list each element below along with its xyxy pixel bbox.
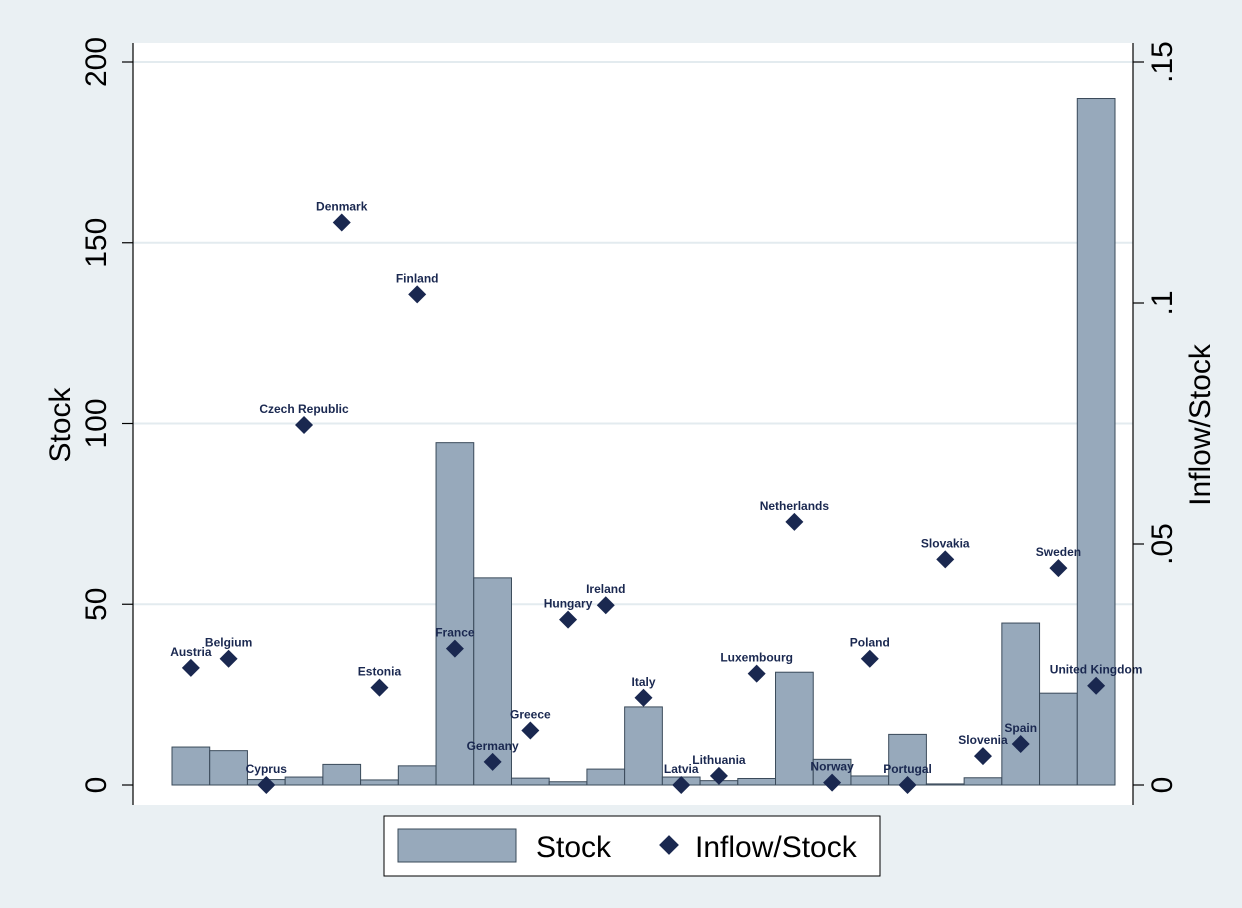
point-slovenia (973, 747, 992, 766)
point-estonia (370, 678, 389, 697)
bar-netherlands (775, 671, 814, 786)
legend-label-stock: Stock (536, 831, 612, 864)
point-poland (860, 649, 879, 668)
bar-spain (1001, 622, 1041, 786)
point-label-poland: Poland (850, 636, 890, 650)
bar-series (171, 98, 1116, 786)
bar-france (435, 442, 475, 786)
point-label-lithuania: Lithuania (692, 753, 746, 767)
left-axis-ticks: 0 50 100 150 200 (80, 37, 133, 793)
point-sweden (1049, 559, 1068, 578)
point-greece (521, 721, 540, 740)
point-italy (634, 688, 653, 707)
right-tick-label-2: .1 (1146, 290, 1179, 315)
gridlines (133, 61, 1133, 606)
bar-slovakia (925, 783, 965, 786)
bar-greece (510, 777, 550, 786)
point-label-estonia: Estonia (358, 665, 402, 679)
left-tick-label-100: 100 (80, 398, 113, 448)
point-label-cyprus: Cyprus (246, 762, 288, 776)
point-label-finland: Finland (396, 271, 439, 285)
point-luxembourg (747, 664, 766, 683)
bar-austria (171, 746, 211, 786)
point-label-ireland: Ireland (586, 582, 625, 596)
point-latvia (672, 776, 691, 794)
point-label-norway: Norway (810, 760, 854, 774)
point-label-netherlands: Netherlands (760, 499, 830, 513)
bar-czech-republic (284, 776, 324, 786)
left-tick-label-150: 150 (80, 218, 113, 268)
bar-denmark (322, 763, 362, 786)
point-label-greece: Greece (510, 708, 551, 722)
point-spain (1011, 735, 1030, 754)
point-label-slovenia: Slovenia (958, 733, 1008, 747)
right-tick-label-0: 0 (1146, 777, 1179, 794)
left-axis-title: Stock (44, 386, 77, 462)
legend-swatch-stock (397, 828, 517, 863)
point-label-sweden: Sweden (1036, 545, 1081, 559)
legend-label-inflow-stock: Inflow/Stock (695, 831, 858, 864)
bar-belgium (209, 750, 248, 786)
point-finland (408, 285, 427, 304)
point-united-kingdom (1087, 676, 1106, 695)
point-ireland (596, 596, 615, 615)
point-label-germany: Germany (467, 739, 519, 753)
point-france (445, 639, 464, 658)
point-cyprus (257, 776, 276, 794)
bar-ireland (586, 768, 626, 786)
right-tick-label-3: .15 (1146, 41, 1179, 83)
point-label-austria: Austria (170, 645, 212, 659)
point-label-slovakia: Slovakia (921, 536, 970, 550)
point-slovakia (936, 550, 955, 569)
bar-finland (397, 765, 437, 786)
bar-poland (850, 775, 890, 786)
point-label-hungary: Hungary (544, 597, 593, 611)
point-lithuania (709, 766, 728, 785)
right-axis-title: Inflow/Stock (1184, 343, 1217, 506)
legend-marker-inflow-stock (659, 835, 679, 855)
right-axis-ticks: 0 .05 .1 .15 (1133, 41, 1179, 793)
bar-united-kingdom (1076, 98, 1116, 786)
point-czech-republic (295, 415, 314, 434)
left-tick-label-50: 50 (80, 588, 113, 621)
point-portugal (898, 776, 917, 794)
point-label-italy: Italy (631, 675, 655, 689)
right-tick-label-1: .05 (1146, 523, 1179, 565)
point-label-belgium: Belgium (205, 636, 252, 650)
point-germany (483, 752, 502, 771)
point-label-united-kingdom: United Kingdom (1050, 663, 1143, 677)
point-label-denmark: Denmark (316, 200, 368, 214)
left-tick-label-200: 200 (80, 37, 113, 87)
point-hungary (559, 610, 578, 629)
point-label-spain: Spain (1004, 721, 1037, 735)
bar-hungary (548, 781, 588, 786)
legend: Stock Inflow/Stock (383, 815, 881, 877)
point-netherlands (785, 512, 804, 531)
point-label-portugal: Portugal (883, 762, 932, 776)
point-austria (181, 658, 200, 677)
point-denmark (332, 213, 351, 232)
point-belgium (219, 649, 238, 668)
bar-luxembourg (737, 777, 777, 786)
point-norway (823, 773, 842, 792)
bar-italy (624, 706, 663, 786)
point-label-czech-republic: Czech Republic (259, 402, 349, 416)
point-label-latvia: Latvia (664, 762, 699, 776)
point-label-luxembourg: Luxembourg (720, 651, 793, 665)
bar-estonia (360, 779, 399, 786)
point-label-france: France (435, 626, 475, 640)
bar-germany (473, 577, 512, 786)
bar-sweden (1039, 692, 1078, 786)
left-tick-label-0: 0 (80, 777, 113, 794)
bar-slovenia (963, 777, 1003, 786)
